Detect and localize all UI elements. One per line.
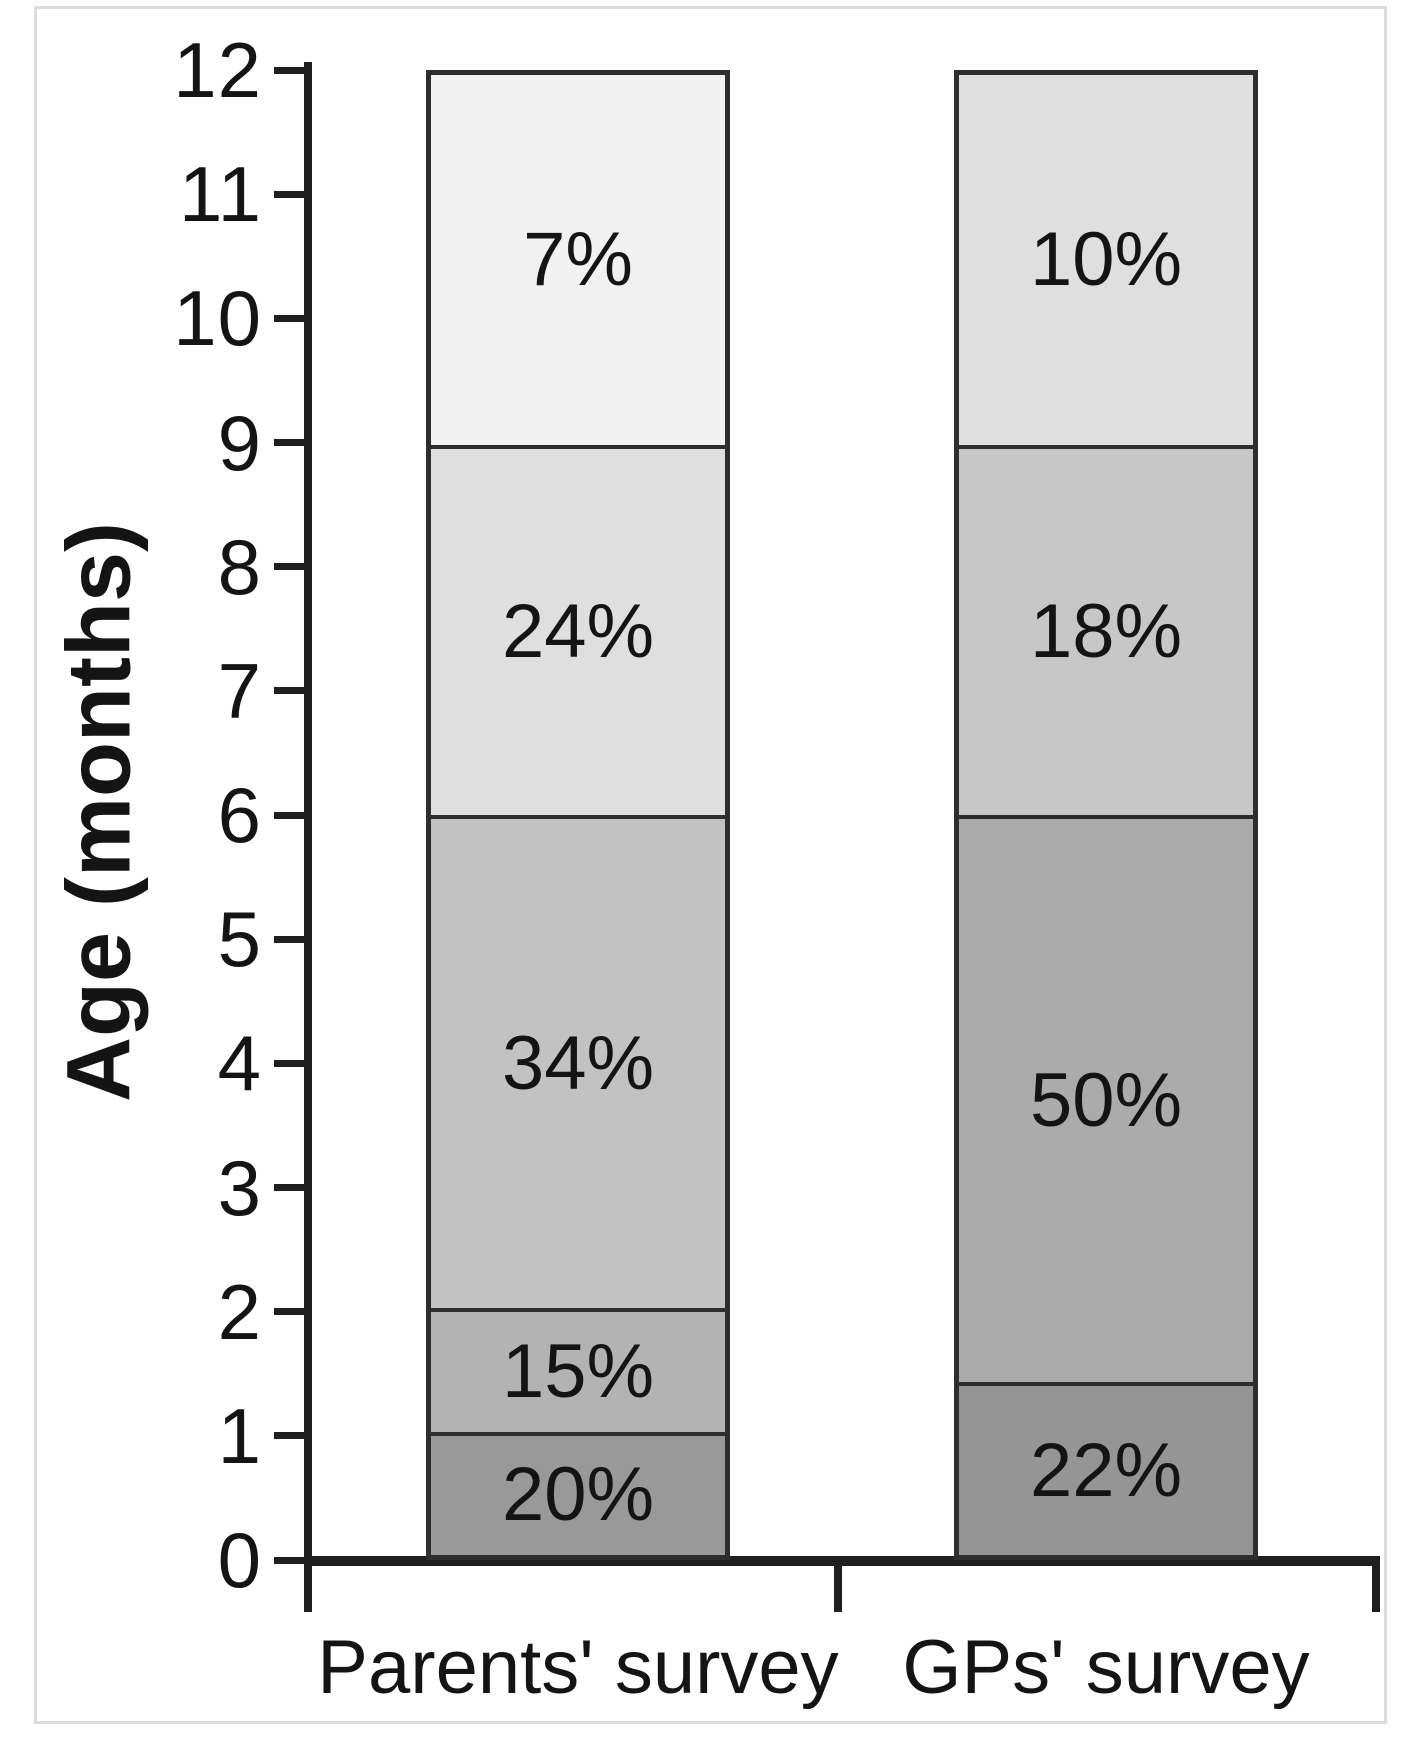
bar-segment: 22%	[959, 1382, 1253, 1555]
segment-value-label: 22%	[1029, 1427, 1183, 1513]
bar-segment: 34%	[431, 815, 725, 1309]
y-tick-label: 4	[217, 1018, 262, 1107]
bar-segment: 24%	[431, 445, 725, 815]
y-tick-mark	[274, 1432, 304, 1439]
y-tick-mark	[274, 191, 304, 198]
x-category-label: GPs' survey	[902, 1624, 1310, 1710]
y-tick-label: 11	[179, 149, 262, 238]
y-tick-mark	[274, 563, 304, 570]
y-tick-label: 3	[217, 1143, 262, 1232]
y-tick-mark	[274, 1308, 304, 1315]
bar-segment: 10%	[959, 75, 1253, 445]
y-tick-label: 2	[217, 1267, 262, 1356]
y-tick-mark	[274, 1060, 304, 1067]
y-tick-label: 1	[217, 1391, 262, 1480]
segment-value-label: 20%	[501, 1452, 655, 1538]
y-tick-mark	[274, 1557, 304, 1564]
y-tick-label: 8	[217, 522, 262, 611]
y-axis-line	[304, 62, 312, 1612]
y-tick-mark	[274, 67, 304, 74]
bar-segment: 7%	[431, 75, 725, 445]
y-tick-mark	[274, 315, 304, 322]
y-tick-mark	[274, 1184, 304, 1191]
y-tick-mark	[274, 687, 304, 694]
figure-frame	[34, 6, 1387, 1724]
bar-segment: 15%	[431, 1308, 725, 1432]
y-tick-label: 12	[173, 25, 262, 114]
y-tick-label: 7	[217, 646, 262, 735]
x-tick-mark	[1372, 1556, 1380, 1612]
x-axis-line	[304, 1556, 1380, 1566]
segment-value-label: 15%	[501, 1328, 655, 1414]
bar-parents-survey: 7% 24% 34% 15% 20%	[426, 70, 730, 1560]
segment-value-label: 34%	[501, 1020, 655, 1106]
y-tick-mark	[274, 439, 304, 446]
y-tick-label: 0	[217, 1515, 262, 1604]
segment-value-label: 50%	[1029, 1057, 1183, 1143]
y-tick-label: 9	[217, 398, 262, 487]
y-tick-label: 10	[173, 273, 262, 362]
bar-segment: 50%	[959, 815, 1253, 1383]
segment-value-label: 24%	[501, 589, 655, 674]
y-tick-label: 5	[217, 894, 262, 983]
y-tick-mark	[274, 812, 304, 819]
x-tick-mark	[834, 1556, 842, 1612]
segment-value-label: 18%	[1029, 589, 1183, 674]
y-tick-label: 6	[217, 770, 262, 859]
bar-segment: 18%	[959, 445, 1253, 815]
y-tick-mark	[274, 936, 304, 943]
segment-value-label: 7%	[523, 217, 633, 302]
segment-value-label: 10%	[1029, 217, 1183, 302]
bar-segment: 20%	[431, 1431, 725, 1555]
x-category-label: Parents' survey	[317, 1624, 839, 1710]
bar-gps-survey: 10% 18% 50% 22%	[954, 70, 1258, 1560]
